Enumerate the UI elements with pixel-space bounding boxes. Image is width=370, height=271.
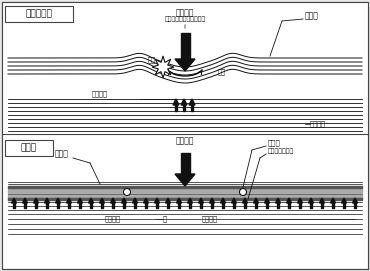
Polygon shape bbox=[297, 198, 303, 203]
Polygon shape bbox=[232, 198, 236, 203]
Bar bbox=[2, 136, 368, 268]
Polygon shape bbox=[189, 99, 195, 105]
Text: 本工法: 本工法 bbox=[21, 144, 37, 153]
Polygon shape bbox=[175, 174, 195, 186]
Polygon shape bbox=[100, 198, 104, 203]
Text: 従来シート: 従来シート bbox=[26, 9, 53, 18]
Text: －: － bbox=[163, 216, 167, 222]
Polygon shape bbox=[320, 198, 324, 203]
Polygon shape bbox=[198, 198, 204, 203]
Polygon shape bbox=[173, 99, 179, 105]
Bar bbox=[5, 6, 73, 22]
Circle shape bbox=[124, 189, 131, 195]
Text: 地盤反力: 地盤反力 bbox=[92, 91, 108, 97]
Polygon shape bbox=[34, 198, 38, 203]
Circle shape bbox=[239, 189, 246, 195]
Polygon shape bbox=[188, 198, 192, 203]
Polygon shape bbox=[253, 198, 259, 203]
Polygon shape bbox=[276, 198, 280, 203]
Polygon shape bbox=[221, 198, 225, 203]
Text: シート: シート bbox=[55, 150, 69, 159]
Polygon shape bbox=[152, 56, 174, 78]
Text: シート: シート bbox=[305, 11, 319, 21]
Bar bbox=[2, 3, 368, 134]
Text: 張力: 張力 bbox=[218, 69, 226, 75]
Polygon shape bbox=[111, 198, 115, 203]
Polygon shape bbox=[121, 198, 127, 203]
Text: 補強枕: 補強枕 bbox=[268, 140, 281, 146]
Text: 局所荷重: 局所荷重 bbox=[176, 137, 194, 146]
Polygon shape bbox=[342, 198, 346, 203]
Polygon shape bbox=[155, 198, 159, 203]
Text: 局所荷重: 局所荷重 bbox=[176, 8, 194, 18]
Polygon shape bbox=[44, 198, 50, 203]
Polygon shape bbox=[175, 59, 195, 71]
Polygon shape bbox=[330, 198, 336, 203]
Polygon shape bbox=[11, 198, 17, 203]
Polygon shape bbox=[88, 198, 94, 203]
Polygon shape bbox=[181, 99, 187, 105]
Bar bbox=[5, 140, 53, 156]
Polygon shape bbox=[242, 198, 248, 203]
Polygon shape bbox=[56, 198, 61, 203]
Polygon shape bbox=[176, 198, 182, 203]
Polygon shape bbox=[353, 198, 357, 203]
Polygon shape bbox=[309, 198, 313, 203]
Text: 直交する補強枕: 直交する補強枕 bbox=[268, 148, 294, 154]
Polygon shape bbox=[165, 198, 171, 203]
Polygon shape bbox=[144, 198, 148, 203]
Polygon shape bbox=[286, 198, 292, 203]
Text: 地盤反力: 地盤反力 bbox=[105, 216, 121, 222]
Text: 支点効果: 支点効果 bbox=[202, 216, 218, 222]
Text: 破断: 破断 bbox=[148, 57, 156, 63]
Polygon shape bbox=[209, 198, 215, 203]
Polygon shape bbox=[265, 198, 269, 203]
Text: 軟弱地盤: 軟弱地盤 bbox=[310, 121, 326, 127]
Polygon shape bbox=[77, 198, 83, 203]
Polygon shape bbox=[23, 198, 27, 203]
Polygon shape bbox=[67, 198, 71, 203]
Text: （偏土圧、重機荷重等）: （偏土圧、重機荷重等） bbox=[164, 16, 206, 22]
Polygon shape bbox=[132, 198, 138, 203]
